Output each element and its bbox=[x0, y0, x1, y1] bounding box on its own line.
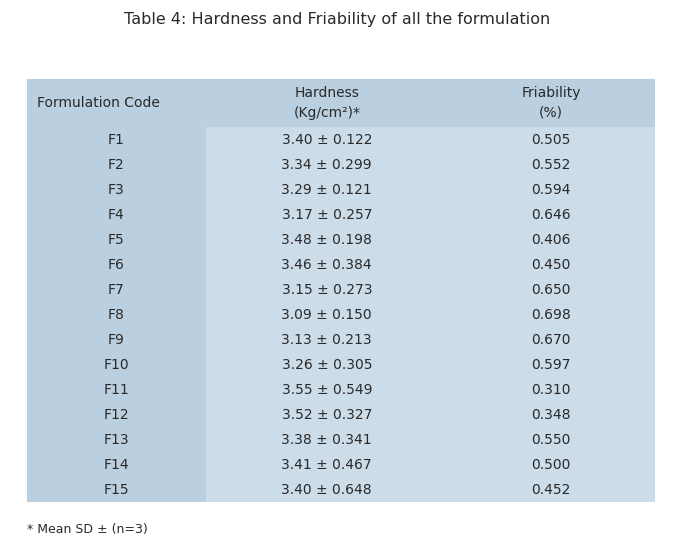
Text: 3.13 ± 0.213: 3.13 ± 0.213 bbox=[281, 333, 372, 347]
Text: 0.505: 0.505 bbox=[531, 133, 571, 147]
Text: 0.550: 0.550 bbox=[531, 433, 571, 447]
Text: 3.40 ± 0.648: 3.40 ± 0.648 bbox=[281, 483, 372, 497]
Text: 3.34 ± 0.299: 3.34 ± 0.299 bbox=[281, 158, 372, 172]
Text: Hardness
(Kg/cm²)*: Hardness (Kg/cm²)* bbox=[293, 86, 360, 120]
Text: 3.48 ± 0.198: 3.48 ± 0.198 bbox=[281, 233, 372, 247]
Text: 3.09 ± 0.150: 3.09 ± 0.150 bbox=[281, 308, 372, 322]
Text: * Mean SD ± (n=3): * Mean SD ± (n=3) bbox=[27, 523, 148, 536]
FancyBboxPatch shape bbox=[27, 79, 655, 502]
Text: F7: F7 bbox=[108, 283, 125, 297]
Text: 3.29 ± 0.121: 3.29 ± 0.121 bbox=[281, 183, 372, 197]
Text: F10: F10 bbox=[104, 358, 130, 372]
FancyBboxPatch shape bbox=[206, 79, 655, 502]
Text: 0.594: 0.594 bbox=[531, 183, 571, 197]
Text: 0.348: 0.348 bbox=[531, 408, 571, 422]
Text: 0.650: 0.650 bbox=[531, 283, 571, 297]
Text: 0.552: 0.552 bbox=[531, 158, 571, 172]
Text: 0.698: 0.698 bbox=[531, 308, 571, 322]
Text: F4: F4 bbox=[108, 208, 125, 222]
Text: F8: F8 bbox=[108, 308, 125, 322]
Text: 3.55 ± 0.549: 3.55 ± 0.549 bbox=[281, 383, 372, 397]
Text: F2: F2 bbox=[108, 158, 125, 172]
Text: 0.452: 0.452 bbox=[531, 483, 571, 497]
Text: F9: F9 bbox=[108, 333, 125, 347]
Text: F11: F11 bbox=[103, 383, 130, 397]
Text: 0.646: 0.646 bbox=[531, 208, 571, 222]
Text: 3.52 ± 0.327: 3.52 ± 0.327 bbox=[281, 408, 372, 422]
Text: 3.26 ± 0.305: 3.26 ± 0.305 bbox=[281, 358, 372, 372]
Text: Table 4: Hardness and Friability of all the formulation: Table 4: Hardness and Friability of all … bbox=[124, 11, 551, 27]
Text: F14: F14 bbox=[104, 458, 130, 472]
Text: F13: F13 bbox=[104, 433, 130, 447]
Text: 0.406: 0.406 bbox=[531, 233, 571, 247]
Text: F15: F15 bbox=[104, 483, 130, 497]
Text: 3.17 ± 0.257: 3.17 ± 0.257 bbox=[281, 208, 372, 222]
Text: 3.41 ± 0.467: 3.41 ± 0.467 bbox=[281, 458, 372, 472]
Text: F3: F3 bbox=[108, 183, 125, 197]
Text: 0.670: 0.670 bbox=[531, 333, 571, 347]
Text: F6: F6 bbox=[108, 258, 125, 272]
Text: F1: F1 bbox=[108, 133, 125, 147]
Text: Friability
(%): Friability (%) bbox=[521, 86, 581, 120]
Text: 3.15 ± 0.273: 3.15 ± 0.273 bbox=[281, 283, 372, 297]
Text: F5: F5 bbox=[108, 233, 125, 247]
Text: 0.597: 0.597 bbox=[531, 358, 571, 372]
Text: 3.46 ± 0.384: 3.46 ± 0.384 bbox=[281, 258, 372, 272]
FancyBboxPatch shape bbox=[206, 79, 655, 128]
Text: Formulation Code: Formulation Code bbox=[37, 96, 160, 110]
Text: 0.310: 0.310 bbox=[531, 383, 571, 397]
Text: 0.450: 0.450 bbox=[531, 258, 571, 272]
Text: 3.38 ± 0.341: 3.38 ± 0.341 bbox=[281, 433, 372, 447]
Text: 3.40 ± 0.122: 3.40 ± 0.122 bbox=[281, 133, 372, 147]
Text: 0.500: 0.500 bbox=[531, 458, 571, 472]
Text: F12: F12 bbox=[104, 408, 130, 422]
